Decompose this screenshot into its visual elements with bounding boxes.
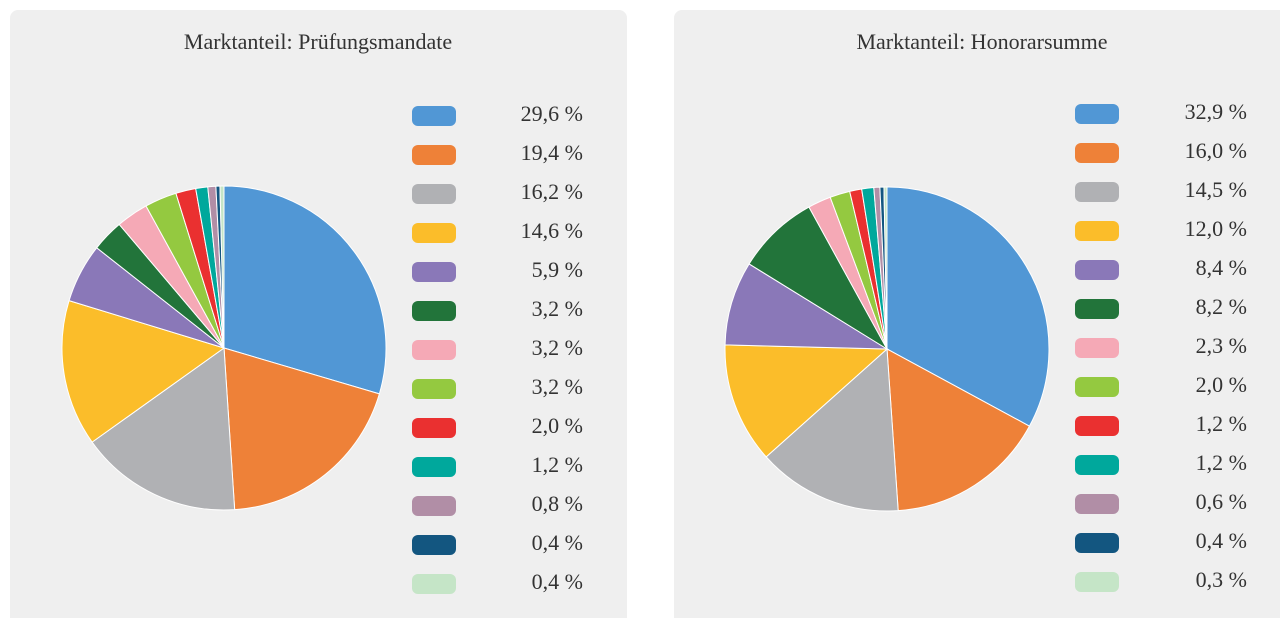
pie-slice: [724, 344, 889, 458]
legend-label: 32,9 %: [1185, 99, 1247, 124]
legend-swatch: [412, 379, 456, 399]
legend-swatch: [1075, 533, 1119, 553]
legend-label: 14,6 %: [521, 218, 583, 243]
legend-label: 0,6 %: [1196, 489, 1247, 514]
legend-label: 0,3 %: [1196, 567, 1247, 592]
pie-slice: [724, 263, 889, 350]
legend-swatch: [412, 574, 456, 594]
legend-swatch: [412, 496, 456, 516]
legend-label: 19,4 %: [521, 140, 583, 165]
legend-label: 1,2 %: [1196, 411, 1247, 436]
chart-title: Marktanteil: Honorarsumme: [856, 29, 1107, 54]
legend-label: 1,2 %: [532, 452, 583, 477]
legend-label: 2,3 %: [1196, 333, 1247, 358]
legend-swatch: [1075, 260, 1119, 280]
legend-swatch: [412, 340, 456, 360]
pie-slice: [886, 186, 1050, 427]
pie-slice: [223, 347, 380, 511]
legend-swatch: [1075, 221, 1119, 241]
legend-label: 8,4 %: [1196, 255, 1247, 280]
pie-slice: [765, 347, 899, 512]
legend-label: 12,0 %: [1185, 216, 1247, 241]
legend-swatch: [412, 184, 456, 204]
legend-label: 2,0 %: [1196, 372, 1247, 397]
legend-swatch: [412, 535, 456, 555]
pie-slice: [883, 186, 888, 350]
legend-label: 3,2 %: [532, 335, 583, 360]
legend-swatch: [1075, 455, 1119, 475]
legend-label: 3,2 %: [532, 296, 583, 321]
legend-label: 16,0 %: [1185, 138, 1247, 163]
legend-label: 8,2 %: [1196, 294, 1247, 319]
pie-slice: [223, 185, 387, 395]
legend-swatch: [412, 223, 456, 243]
pie-slice: [886, 348, 1031, 512]
legend-swatch: [1075, 182, 1119, 202]
legend-swatch: [412, 418, 456, 438]
legend-label: 5,9 %: [532, 257, 583, 282]
legend-label: 3,2 %: [532, 374, 583, 399]
legend-label: 14,5 %: [1185, 177, 1247, 202]
legend-label: 2,0 %: [532, 413, 583, 438]
legend-swatch: [1075, 104, 1119, 124]
legend-swatch: [412, 301, 456, 321]
legend-swatch: [1075, 377, 1119, 397]
legend-swatch: [1075, 299, 1119, 319]
legend-swatch: [1075, 494, 1119, 514]
chart-title: Marktanteil: Prüfungsmandate: [184, 29, 452, 54]
legend-label: 0,4 %: [532, 530, 583, 555]
legend-label: 0,4 %: [1196, 528, 1247, 553]
legend-label: 0,8 %: [532, 491, 583, 516]
pie-slice: [219, 185, 225, 349]
legend-label: 1,2 %: [1196, 450, 1247, 475]
legend-swatch: [412, 145, 456, 165]
legend-swatch: [1075, 572, 1119, 592]
pie-slice: [91, 347, 236, 511]
legend-swatch: [412, 262, 456, 282]
legend-swatch: [412, 106, 456, 126]
legend-swatch: [1075, 338, 1119, 358]
legend-swatch: [1075, 143, 1119, 163]
legend-swatch: [1075, 416, 1119, 436]
legend-label: 0,4 %: [532, 569, 583, 594]
legend-label: 29,6 %: [521, 101, 583, 126]
legend-swatch: [412, 457, 456, 477]
legend-label: 16,2 %: [521, 179, 583, 204]
